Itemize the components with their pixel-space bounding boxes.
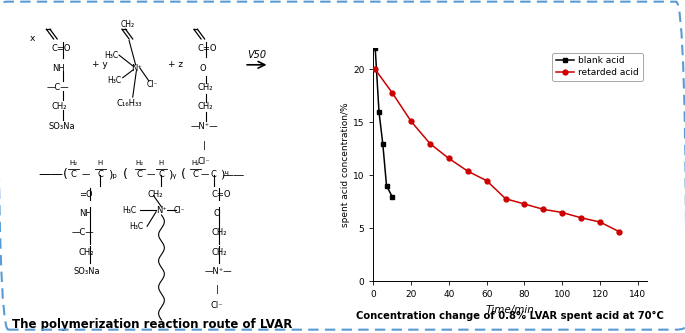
Text: —: — xyxy=(201,170,209,179)
retarded acid xyxy=(388,91,397,95)
Text: Cl⁻: Cl⁻ xyxy=(210,301,223,310)
Text: O: O xyxy=(199,64,206,73)
Text: (: ( xyxy=(123,168,128,181)
retarded acid xyxy=(483,179,491,183)
Text: Cl⁻: Cl⁻ xyxy=(147,80,158,89)
Legend: blank acid, retarded acid: blank acid, retarded acid xyxy=(552,53,643,81)
Text: C: C xyxy=(192,170,199,179)
Text: CH₂: CH₂ xyxy=(52,102,67,111)
retarded acid xyxy=(426,142,434,146)
retarded acid xyxy=(596,220,604,224)
Text: ——(: ——( xyxy=(38,168,68,181)
Line: retarded acid: retarded acid xyxy=(373,67,621,234)
Text: —C—: —C— xyxy=(47,83,69,92)
Text: H₃C: H₃C xyxy=(108,77,122,86)
Text: —C—: —C— xyxy=(71,228,95,237)
blank acid xyxy=(371,46,379,50)
Text: |: | xyxy=(203,141,206,150)
Text: )ₚ: )ₚ xyxy=(108,169,118,179)
Text: CH₂: CH₂ xyxy=(197,102,213,111)
Text: —: — xyxy=(147,170,155,179)
Text: H: H xyxy=(98,160,103,166)
retarded acid xyxy=(407,120,415,124)
retarded acid xyxy=(558,210,566,214)
Text: H₃C: H₃C xyxy=(122,206,136,215)
Text: Concentration change of 0.8% LVAR spent acid at 70°C: Concentration change of 0.8% LVAR spent … xyxy=(356,311,664,321)
Text: NH: NH xyxy=(52,64,64,73)
Text: C: C xyxy=(71,170,76,179)
Text: CH₂: CH₂ xyxy=(212,228,227,237)
Text: C=O: C=O xyxy=(212,189,232,198)
Text: —: — xyxy=(82,170,90,179)
Text: CH₂: CH₂ xyxy=(147,189,162,198)
Text: C: C xyxy=(137,170,143,179)
Text: CH₂: CH₂ xyxy=(197,83,213,92)
Text: H₃C: H₃C xyxy=(104,51,119,60)
Text: + y: + y xyxy=(92,60,108,69)
Text: N⁺: N⁺ xyxy=(131,64,142,73)
Text: CH₂: CH₂ xyxy=(212,248,227,257)
blank acid xyxy=(379,142,387,146)
Text: V50: V50 xyxy=(247,50,266,60)
Text: Cl⁻: Cl⁻ xyxy=(197,157,210,166)
Text: C₁₆H₃₃: C₁₆H₃₃ xyxy=(116,99,142,108)
Text: x: x xyxy=(29,34,35,44)
Text: O: O xyxy=(214,209,221,218)
Text: C: C xyxy=(97,170,103,179)
blank acid xyxy=(388,194,397,198)
X-axis label: Time/min: Time/min xyxy=(486,305,535,315)
Text: C: C xyxy=(158,170,164,179)
Text: —N⁺—: —N⁺— xyxy=(190,122,218,131)
Text: |: | xyxy=(216,285,219,294)
retarded acid xyxy=(539,207,547,211)
Text: SO₃Na: SO₃Na xyxy=(73,267,100,276)
retarded acid xyxy=(615,229,623,233)
Line: blank acid: blank acid xyxy=(373,46,395,199)
retarded acid xyxy=(501,197,510,201)
Text: Cl⁻: Cl⁻ xyxy=(174,206,185,215)
Text: )ᵧ: )ᵧ xyxy=(168,169,177,179)
Text: (: ( xyxy=(181,168,186,181)
Text: CH₂: CH₂ xyxy=(121,20,134,29)
Text: N⁺: N⁺ xyxy=(156,206,167,215)
Text: C=O: C=O xyxy=(197,44,217,53)
Text: SO₃Na: SO₃Na xyxy=(48,122,75,131)
Text: H₂: H₂ xyxy=(192,160,200,166)
Text: —N⁺—: —N⁺— xyxy=(205,267,232,276)
Text: C: C xyxy=(211,170,216,179)
retarded acid xyxy=(577,216,585,220)
retarded acid xyxy=(521,202,529,206)
Text: + z: + z xyxy=(169,60,184,69)
retarded acid xyxy=(445,157,453,161)
Text: )ᶣ: )ᶣ xyxy=(220,169,229,179)
retarded acid xyxy=(464,169,472,173)
Text: H₂: H₂ xyxy=(136,160,144,166)
Text: C=O: C=O xyxy=(52,44,71,53)
Text: H₃C: H₃C xyxy=(129,222,143,231)
Text: =O: =O xyxy=(79,189,92,198)
retarded acid xyxy=(371,68,379,72)
Text: CH₂: CH₂ xyxy=(79,248,95,257)
blank acid xyxy=(375,110,383,114)
Text: H: H xyxy=(159,160,164,166)
Text: The polymerization reaction route of LVAR: The polymerization reaction route of LVA… xyxy=(12,318,292,331)
Text: NH: NH xyxy=(79,209,92,218)
Text: H₂: H₂ xyxy=(69,160,77,166)
blank acid xyxy=(382,184,390,188)
Y-axis label: spent acid concentration/%: spent acid concentration/% xyxy=(341,103,350,227)
Text: ——: —— xyxy=(223,169,245,179)
